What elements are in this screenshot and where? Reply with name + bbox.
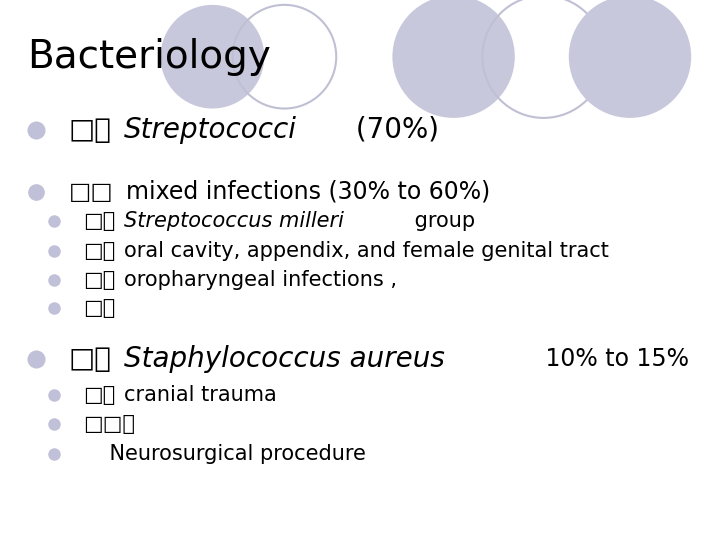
Text: □右: □右 <box>68 345 112 373</box>
Text: □右: □右 <box>83 269 115 290</box>
Text: □□: □□ <box>68 180 113 204</box>
Text: □右: □右 <box>83 241 115 261</box>
Text: oral cavity, appendix, and female genital tract: oral cavity, appendix, and female genita… <box>125 241 609 261</box>
Text: Bacteriology: Bacteriology <box>27 38 271 76</box>
Text: 10% to 15%: 10% to 15% <box>538 347 689 371</box>
Text: □日: □日 <box>83 298 115 318</box>
Text: Neurosurgical procedure: Neurosurgical procedure <box>83 443 366 464</box>
Ellipse shape <box>392 0 515 118</box>
Text: □右: □右 <box>68 116 112 144</box>
Text: Streptococci: Streptococci <box>124 116 297 144</box>
Text: group: group <box>408 211 475 232</box>
Text: mixed infections (30% to 60%): mixed infections (30% to 60%) <box>126 180 490 204</box>
Text: (70%): (70%) <box>347 116 439 144</box>
Text: □□日: □□日 <box>83 414 135 434</box>
Text: oropharyngeal infections ,: oropharyngeal infections , <box>125 269 397 290</box>
Text: Streptococcus milleri: Streptococcus milleri <box>125 211 344 232</box>
Ellipse shape <box>161 5 264 109</box>
Text: cranial trauma: cranial trauma <box>125 385 277 406</box>
Ellipse shape <box>569 0 691 118</box>
Text: □右: □右 <box>83 211 115 232</box>
Text: □右: □右 <box>83 385 115 406</box>
Text: Staphylococcus aureus: Staphylococcus aureus <box>124 345 444 373</box>
